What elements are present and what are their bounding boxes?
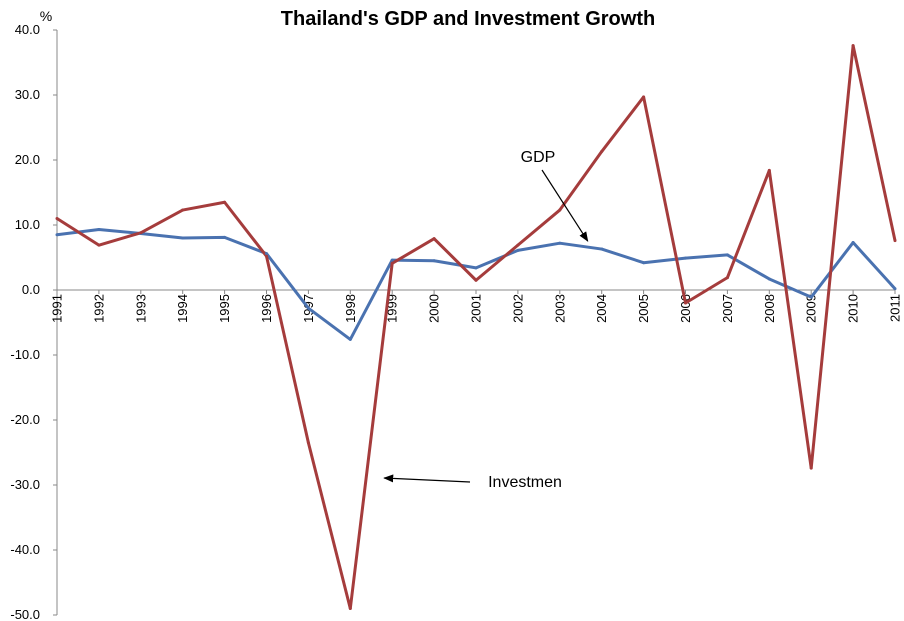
investment-data-point	[432, 237, 436, 241]
y-tick-label: -10.0	[10, 347, 40, 362]
x-tick-label: 1994	[175, 294, 190, 323]
gdp-data-point	[851, 241, 855, 245]
investment-data-point	[139, 231, 143, 235]
x-tick-label: 1991	[50, 294, 65, 323]
investment-annotation-label: Investmen	[488, 474, 562, 491]
x-tick-label: 2002	[510, 294, 525, 323]
y-tick-label: -30.0	[10, 477, 40, 492]
gdp-data-point	[97, 228, 101, 232]
y-tick-label: -50.0	[10, 607, 40, 621]
x-tick-label: 2004	[594, 294, 609, 323]
investment-data-point	[97, 243, 101, 247]
investment-data-point	[809, 466, 813, 470]
x-tick-label: 2003	[552, 294, 567, 323]
x-tick-label: 2000	[427, 294, 442, 323]
gdp-data-point	[181, 236, 185, 240]
gdp-data-point	[348, 337, 352, 341]
investment-data-point	[181, 208, 185, 212]
investment-series-line	[56, 44, 897, 610]
gdp-data-point	[265, 252, 268, 256]
investment-data-point	[893, 239, 897, 243]
x-tick-label: 2005	[636, 294, 651, 323]
y-tick-label: -40.0	[10, 542, 40, 557]
y-tick-label: 0.0	[22, 282, 40, 297]
investment-data-point	[642, 95, 646, 99]
gdp-data-point	[390, 258, 394, 262]
investment-data-point	[390, 261, 394, 265]
y-tick-label: 30.0	[15, 87, 40, 102]
gdp-data-point	[516, 248, 520, 252]
gdp-data-point	[600, 247, 604, 251]
investment-data-point	[516, 243, 520, 247]
x-tick-label: 1998	[343, 294, 358, 323]
investment-data-point	[684, 301, 687, 305]
gdp-data-point	[809, 295, 813, 299]
x-tick-label: 1996	[259, 294, 274, 323]
y-axis-unit-label: %	[40, 8, 52, 24]
gdp-data-point	[474, 266, 478, 270]
y-axis-ticks: 40.0 30.0 20.0 10.0 0.0 -10.0 -20.0 -30.0 -40.0 -…	[10, 22, 57, 621]
gdp-data-point	[432, 259, 436, 263]
gdp-data-point	[642, 261, 646, 265]
investment-data-point	[348, 607, 352, 610]
investment-data-point	[851, 44, 855, 48]
x-tick-label: 1993	[133, 294, 148, 323]
x-tick-label: 2001	[469, 294, 484, 323]
gdp-annotation-arrow	[541, 169, 589, 242]
x-tick-label: 1992	[91, 294, 106, 323]
investment-data-point	[725, 276, 729, 280]
gdp-annotation-label: GDP	[521, 149, 556, 166]
x-tick-label: 2008	[762, 294, 777, 323]
investment-data-point	[767, 168, 771, 172]
gdp-data-point	[725, 253, 729, 257]
chart-title: Thailand's GDP and Investment Growth	[281, 8, 655, 30]
gdp-data-point	[893, 287, 897, 291]
investment-data-point	[306, 441, 310, 445]
gdp-data-point	[223, 235, 227, 239]
investment-data-point	[474, 278, 478, 282]
y-tick-label: 10.0	[15, 217, 40, 232]
investment-data-point	[558, 208, 562, 212]
x-axis-ticks: 1991 1992 1993 1994 1995 1996 1997 1998 1999 2000…	[50, 290, 903, 323]
gdp-data-point	[306, 306, 310, 310]
investment-data-point	[265, 254, 268, 258]
x-tick-label: 2011	[888, 294, 903, 322]
y-tick-label: 20.0	[15, 152, 40, 167]
x-tick-label: 2010	[846, 294, 861, 323]
y-tick-label: -20.0	[10, 412, 40, 427]
x-tick-label: 1995	[217, 294, 232, 323]
investment-data-point	[223, 200, 227, 204]
y-tick-label: 40.0	[15, 22, 40, 37]
gdp-data-point	[684, 256, 687, 260]
investment-data-point	[55, 217, 59, 220]
gdp-data-point	[767, 277, 771, 281]
x-tick-label: 2007	[720, 294, 735, 323]
investment-annotation-arrow	[383, 474, 471, 483]
gdp-data-point	[55, 233, 59, 237]
x-tick-label: 2009	[804, 294, 819, 323]
gdp-data-point	[558, 241, 562, 245]
investment-data-point	[600, 150, 604, 154]
